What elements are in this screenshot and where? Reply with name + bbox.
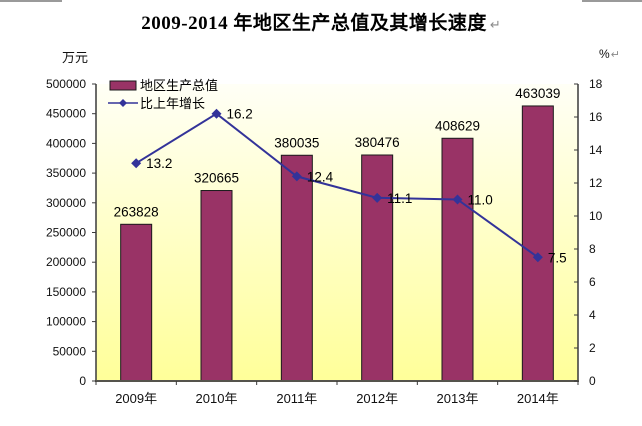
line-marker-2013年 [452, 194, 463, 205]
right-axis-tick-label: 8 [589, 242, 596, 256]
right-axis-tick-label: 2 [589, 341, 596, 355]
left-axis-tick-label: 50000 [53, 344, 87, 358]
page-border-fragment-left [0, 0, 62, 2]
line-value-label: 11.1 [387, 191, 412, 206]
line-marker-2012年 [372, 192, 383, 203]
left-axis-unit: 万元 [61, 50, 88, 65]
bar-2014年 [521, 105, 554, 382]
chart-title: 2009-2014 年地区生产总值及其增长速度 [141, 13, 487, 34]
left-axis-tick-label: 400000 [46, 136, 86, 150]
left-axis-tick-label: 150000 [46, 285, 86, 299]
bar-2012年 [361, 154, 394, 382]
left-axis-tick-label: 500000 [46, 77, 86, 91]
right-axis-unit: % [599, 47, 610, 61]
growth-line [135, 112, 539, 259]
x-axis-label-2013年: 2013年 [437, 391, 479, 406]
line-marker-2010年 [211, 108, 222, 119]
legend-marker-diamond [119, 99, 127, 107]
line-value-label: 11.0 [468, 193, 493, 208]
left-axis-tick-label: 200000 [46, 255, 86, 269]
x-axis-label-2014年: 2014年 [517, 391, 559, 406]
right-axis-tick-label: 16 [589, 110, 603, 124]
bar-value-label: 380476 [355, 135, 400, 150]
line-value-label: 13.2 [146, 156, 172, 171]
bar-value-label: 320665 [194, 171, 239, 186]
bar-value-label: 380035 [274, 135, 319, 150]
x-axis-label-2012年: 2012年 [356, 391, 398, 406]
left-axis-tick-label: 0 [79, 374, 86, 388]
left-axis-tick-label: 350000 [46, 166, 86, 180]
line-value-label: 12.4 [307, 169, 334, 184]
right-axis-tick-label: 6 [589, 275, 596, 289]
line-value-label: 16.2 [227, 107, 253, 122]
right-axis-tick-label: 0 [589, 374, 596, 388]
paragraph-mark-icon: ↵ [610, 48, 620, 61]
left-axis-tick-label: 450000 [46, 107, 86, 121]
bar-value-label: 263828 [114, 204, 159, 219]
left-axis-tick-label: 300000 [46, 196, 86, 210]
legend-label-line: 比上年增长 [140, 96, 205, 111]
bar-value-label: 463039 [515, 86, 560, 101]
bar-value-label: 408629 [435, 118, 480, 133]
right-axis-tick-label: 4 [589, 308, 596, 322]
paragraph-mark-icon: ↵ [489, 18, 501, 33]
legend-swatch-bar [109, 80, 137, 91]
x-axis-label-2009年: 2009年 [115, 391, 157, 406]
chart-title-row: 2009-2014 年地区生产总值及其增长速度 ↵ [0, 8, 642, 35]
right-axis-tick-label: 10 [589, 209, 603, 223]
right-axis-unit-row: %↵ [599, 47, 620, 61]
plot-area [96, 84, 578, 381]
line-marker-2014年 [532, 252, 543, 263]
bar-2010年 [200, 190, 233, 382]
left-axis-tick-label: 250000 [46, 226, 86, 240]
bar-2009年 [120, 223, 153, 382]
line-value-label: 7.5 [548, 250, 567, 265]
x-axis-label-2011年: 2011年 [276, 391, 317, 406]
right-axis-tick-label: 14 [589, 143, 603, 157]
right-axis-tick-label: 12 [589, 176, 603, 190]
page-border-fragment-right [582, 0, 642, 2]
line-marker-2009年 [131, 158, 142, 169]
bar-2011年 [280, 154, 313, 382]
line-marker-2011年 [291, 171, 302, 182]
legend-label-bar: 地区生产总值 [140, 78, 218, 93]
right-axis-tick-label: 18 [589, 77, 603, 91]
bar-2013年 [441, 137, 474, 382]
left-axis-tick-label: 100000 [46, 315, 86, 329]
x-axis-label-2010年: 2010年 [196, 391, 238, 406]
